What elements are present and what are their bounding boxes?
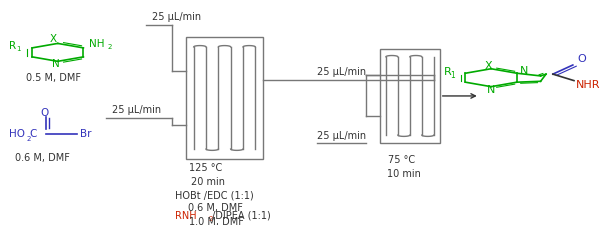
Text: C: C [30, 129, 37, 140]
Bar [186, 37, 263, 159]
Text: R: R [444, 67, 451, 76]
Text: 2: 2 [209, 216, 213, 222]
Text: Br: Br [80, 129, 91, 140]
Text: 1: 1 [16, 46, 20, 52]
Text: 10 min: 10 min [388, 169, 421, 179]
Text: 25 μL/min: 25 μL/min [152, 12, 201, 22]
Text: HO: HO [9, 129, 25, 140]
Text: 0.6 M, DMF: 0.6 M, DMF [15, 153, 70, 163]
Text: O: O [577, 54, 586, 63]
Text: 0.6 M, DMF: 0.6 M, DMF [188, 203, 242, 214]
Text: 25 μL/min: 25 μL/min [112, 105, 161, 115]
Text: N: N [520, 66, 528, 76]
Text: 20 min: 20 min [191, 177, 224, 187]
Text: HOBt /EDC (1:1): HOBt /EDC (1:1) [175, 190, 253, 200]
Text: RNH: RNH [175, 211, 196, 220]
Text: O: O [40, 108, 48, 118]
Text: 2: 2 [26, 135, 31, 142]
Text: X: X [484, 61, 492, 71]
Text: /DIPEA (1:1): /DIPEA (1:1) [212, 211, 271, 220]
Text: N: N [52, 59, 60, 69]
Text: 1.0 M, DMF: 1.0 M, DMF [189, 217, 244, 225]
Text: 25 μL/min: 25 μL/min [317, 67, 367, 77]
Text: R: R [9, 41, 16, 51]
Text: 25 μL/min: 25 μL/min [317, 131, 367, 142]
Text: N: N [487, 85, 495, 95]
Text: 1: 1 [451, 71, 455, 80]
Text: X: X [50, 34, 57, 44]
Text: 125 °C: 125 °C [189, 163, 222, 173]
Bar [380, 49, 440, 143]
Text: 2: 2 [107, 44, 112, 50]
Text: NH: NH [89, 39, 104, 49]
Text: 0.5 M, DMF: 0.5 M, DMF [26, 72, 82, 83]
Text: NHR: NHR [575, 80, 600, 90]
Text: 75 °C: 75 °C [388, 155, 416, 165]
